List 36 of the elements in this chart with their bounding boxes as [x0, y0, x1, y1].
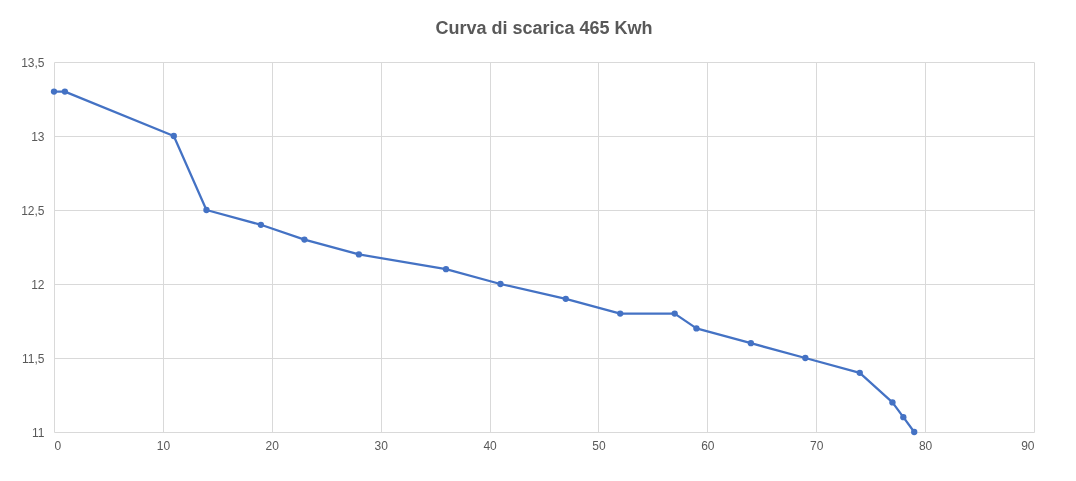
x-tick-label: 60	[701, 438, 715, 453]
x-tick-label: 0	[54, 438, 62, 453]
point	[301, 236, 308, 243]
point	[355, 251, 363, 258]
point	[671, 310, 678, 317]
point	[442, 266, 450, 273]
x-tick-label: 80	[918, 438, 933, 453]
y-tick-label: 11	[32, 425, 45, 440]
point	[50, 88, 58, 95]
point	[889, 399, 896, 406]
point	[802, 354, 809, 362]
point	[257, 221, 265, 228]
y-tick-label: 13	[31, 129, 45, 144]
x-tick-label: 30	[374, 438, 389, 453]
x-tick-label: 50	[592, 438, 606, 453]
point	[911, 428, 918, 436]
point	[856, 369, 863, 376]
point	[617, 310, 624, 317]
x-tick-label: 70	[810, 438, 824, 453]
x-tick-label: 90	[1021, 438, 1035, 453]
chart-title: Curva di scarica 465 Kwh	[435, 18, 653, 38]
x-tick-label: 40	[483, 438, 498, 453]
point	[747, 340, 755, 347]
point	[497, 280, 504, 288]
point	[693, 325, 700, 332]
point	[900, 414, 907, 421]
y-tick-label: 11,5	[22, 351, 45, 366]
point	[61, 88, 69, 95]
point	[562, 295, 569, 302]
y-tick-label: 12,5	[21, 203, 45, 218]
x-tick-label: 20	[265, 438, 280, 453]
x-tick-label: 10	[156, 438, 171, 453]
point	[170, 132, 177, 140]
point	[203, 206, 210, 214]
y-tick-label: 12	[31, 277, 45, 292]
y-tick-label: 13,5	[21, 55, 45, 70]
